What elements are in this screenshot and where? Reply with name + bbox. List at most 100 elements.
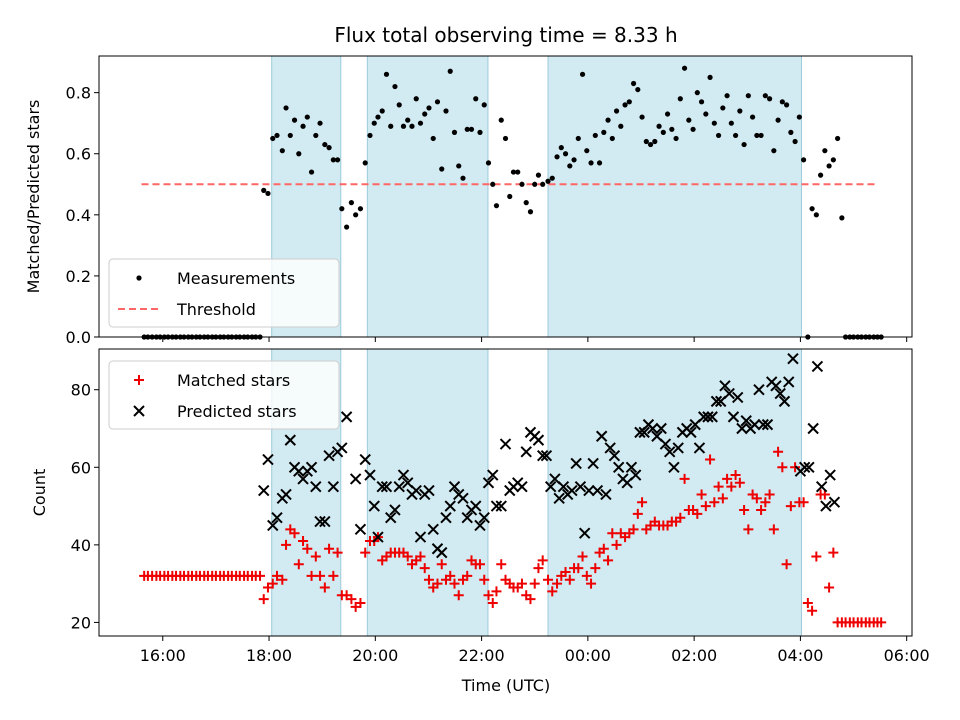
matched-star-point [449, 578, 460, 589]
measurement-point [519, 181, 525, 187]
measurement-point [339, 206, 345, 212]
matched-star-point [798, 497, 809, 508]
x-tick-label: 06:00 [884, 646, 930, 665]
matched-star-point [415, 551, 426, 562]
predicted-star-point [297, 473, 309, 485]
measurement-point [375, 114, 381, 120]
predicted-star-point [457, 492, 469, 505]
matched-star-point [432, 578, 443, 589]
measurement-point [498, 117, 504, 123]
axes-frame [98, 55, 913, 338]
matched-star-point [298, 535, 309, 546]
measurement-point [639, 114, 645, 120]
predicted-star-point [423, 484, 435, 497]
predicted-star-point [783, 376, 795, 388]
predicted-star-point [376, 480, 388, 493]
predicted-star-point [544, 480, 557, 493]
matched-star-point [445, 570, 456, 581]
matched-star-point [479, 574, 490, 585]
matched-star-point [281, 539, 292, 550]
y-tick-label: 0.2 [66, 267, 91, 286]
predicted-star-point [267, 519, 279, 532]
measurement-point [434, 99, 441, 105]
predicted-star-point [570, 457, 582, 470]
x-tick-label: 18:00 [246, 646, 292, 665]
measurement-point [477, 129, 483, 135]
measurement-point [392, 83, 398, 90]
count-panel: 20 40 60 80 16:00 18:00 20:00 22:00 00:00 02:00 04… [30, 348, 930, 665]
predicted-star-point [761, 418, 774, 431]
predicted-star-point [359, 453, 371, 466]
measurement-point [426, 105, 432, 111]
measurement-point [348, 200, 355, 206]
measurement-point [660, 129, 666, 135]
predicted-star-point [478, 512, 490, 524]
predicted-star-point [625, 461, 638, 473]
predicted-star-point [655, 422, 667, 435]
matched-star-point [632, 508, 643, 519]
x-tick-label: 04:00 [777, 646, 823, 665]
predicted-star-point [578, 527, 591, 539]
predicted-star-point [668, 461, 680, 473]
measurement-point [540, 181, 546, 187]
predicted-star-point [803, 461, 815, 473]
measurement-point [779, 99, 785, 105]
measurement-point [413, 96, 419, 102]
x-axis-label: Time (UTC) [461, 676, 550, 695]
matched-star-point [709, 497, 720, 508]
measurement-point [762, 93, 768, 99]
measurement-point [510, 169, 517, 175]
legend-label: Measurements [177, 269, 295, 288]
measurement-point [656, 123, 662, 129]
matched-star-point [487, 598, 498, 609]
matched-star-point [675, 512, 686, 523]
matched-star-point [790, 462, 801, 473]
predicted-star-point [310, 480, 322, 493]
matched-star-point [773, 446, 784, 457]
predicted-star-point [474, 519, 486, 532]
measurement-point [788, 129, 794, 135]
measurement-point [584, 148, 590, 154]
predicted-star-point [414, 531, 427, 543]
measurement-point [643, 138, 649, 145]
predicted-star-point [693, 442, 706, 454]
matched-star-point [705, 454, 716, 465]
matched-star-point [785, 501, 796, 512]
measurement-point [673, 135, 679, 142]
measurement-point [571, 157, 577, 163]
observing-window-2 [547, 55, 802, 338]
measurement-point [493, 203, 500, 209]
measurement-point [473, 96, 479, 102]
predicted-star-point [638, 426, 650, 439]
measurement-point [400, 123, 407, 129]
measurement-point [732, 132, 739, 139]
measurement-point [383, 71, 390, 77]
predicted-star-point [697, 411, 710, 423]
x-tick-label: 20:00 [352, 646, 398, 665]
predicted-star-point [385, 512, 397, 524]
measurement-point [422, 111, 428, 117]
y-axis-label: Count [30, 469, 49, 517]
predicted-star-point [608, 449, 621, 462]
measurement-point [430, 135, 436, 142]
measurement-point [758, 132, 764, 139]
measurement-point [669, 126, 675, 132]
measurement-point [690, 126, 696, 132]
predicted-star-point [604, 442, 616, 454]
predicted-star-point [753, 384, 765, 396]
predicted-star-point [372, 531, 384, 543]
matched-star-point [811, 551, 822, 562]
predicted-star-point [706, 411, 718, 423]
measurement-point [554, 154, 560, 160]
measurement-point [545, 178, 551, 184]
measurement-point [630, 80, 637, 87]
measurement-point [835, 135, 841, 142]
measurement-point [728, 120, 734, 126]
measurement-point [515, 169, 521, 175]
measurement-point [783, 102, 790, 108]
measurement-point [707, 74, 713, 80]
predicted-star-point [262, 453, 274, 466]
matched-star-point [734, 477, 745, 488]
matched-star-point [258, 594, 269, 605]
measurement-point [283, 105, 289, 111]
